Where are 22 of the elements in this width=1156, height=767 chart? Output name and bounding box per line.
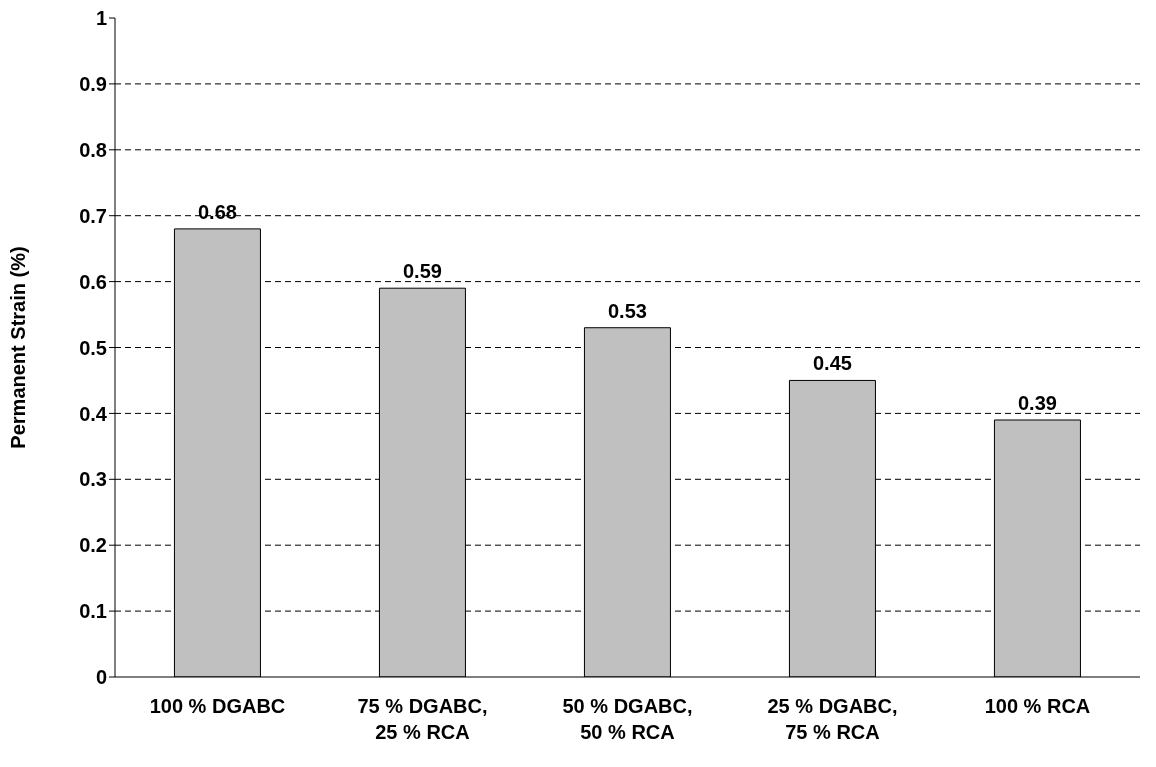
data-label: 0.45 (812, 352, 852, 375)
x-tick-label: 75 % DGABC, 25 % RCA (357, 695, 488, 743)
y-tick-label: 0.3 (79, 468, 107, 491)
y-tick-label: 0.2 (79, 534, 107, 557)
data-label: 0.68 (197, 200, 237, 223)
y-tick-label: 0.4 (79, 402, 108, 425)
y-tick-label: 0.9 (79, 73, 107, 95)
y-tick-label: 0.6 (79, 270, 107, 293)
data-label: 0.53 (607, 299, 647, 322)
data-label: 0.59 (402, 260, 442, 283)
x-tick-label: 100 % DGABC (149, 695, 286, 717)
y-tick-label: 0.8 (79, 138, 107, 161)
y-tick-label: 0.7 (79, 204, 107, 227)
data-label: 0.39 (1017, 391, 1057, 414)
y-tick-label: 0 (95, 666, 107, 689)
y-tick-label: 0.1 (79, 600, 107, 623)
y-tick-label: 0.5 (79, 336, 107, 359)
y-axis-title: Permanent Strain (%) (7, 246, 30, 449)
x-tick-label: 100 % RCA (984, 695, 1091, 717)
x-tick-label: 25 % DGABC, 75 % RCA (767, 695, 898, 743)
y-tick-label: 1 (95, 7, 107, 30)
x-tick-label: 50 % DGABC, 50 % RCA (562, 695, 693, 743)
